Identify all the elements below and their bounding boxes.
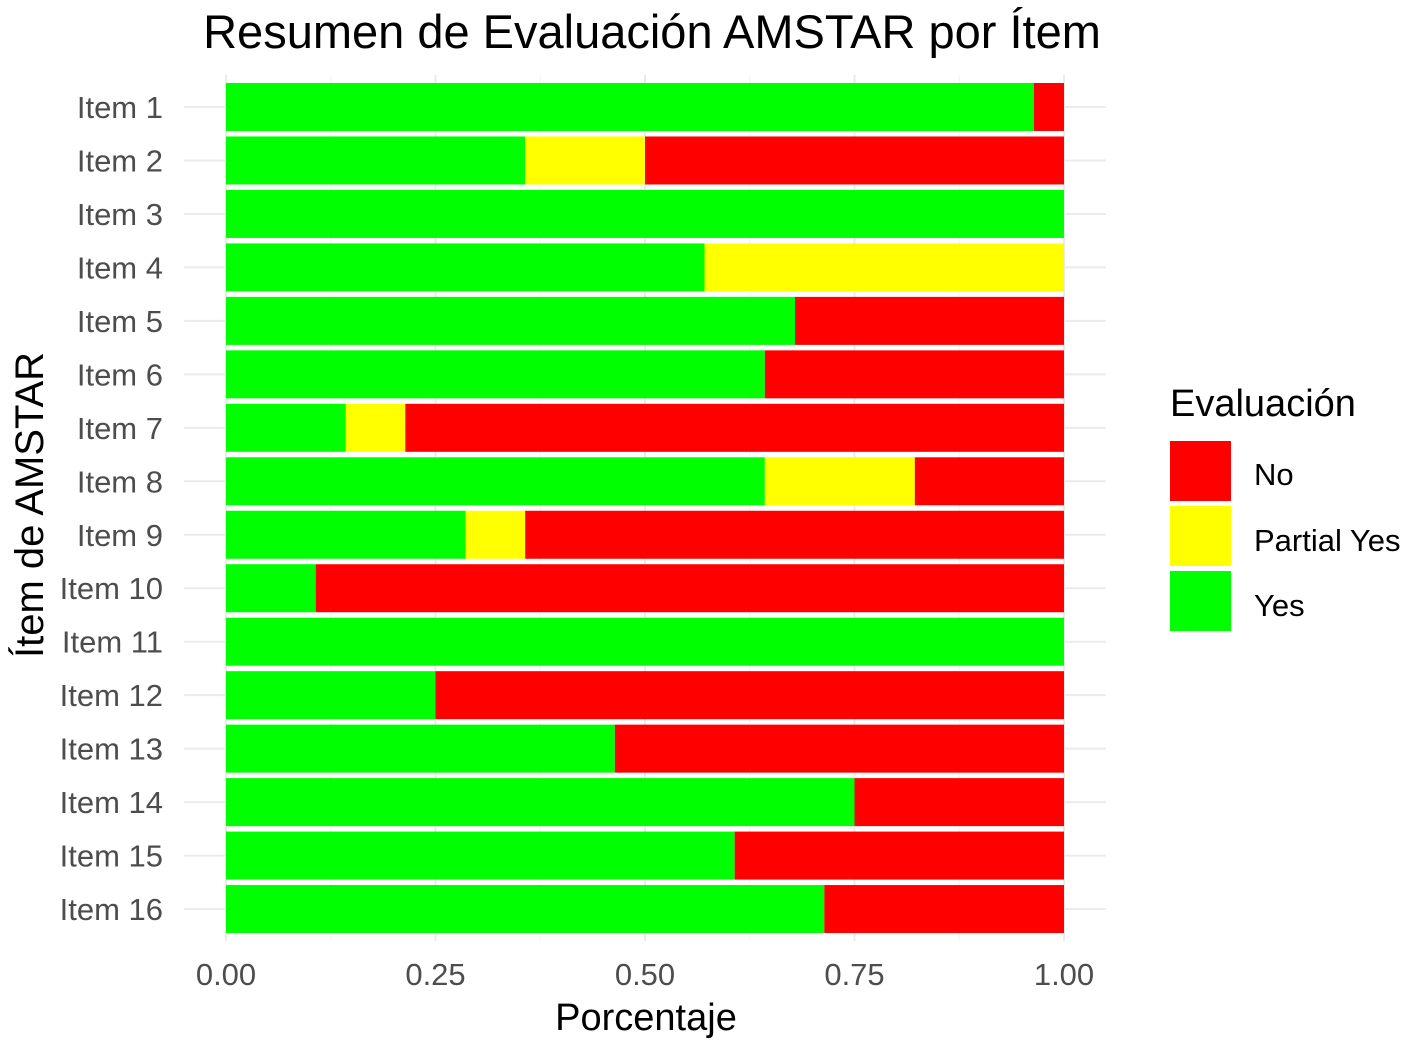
y-tick-label: Item 11 [62,625,163,660]
bar-segment-yes-item-2 [226,136,526,185]
y-tick-label: Item 8 [77,464,163,499]
legend-key-no [1170,441,1231,501]
x-tick-label: 0.00 [196,957,256,992]
legend-title: Evaluación [1170,383,1356,425]
x-tick-label: 1.00 [1034,957,1094,992]
bar-segment-yes-item-16 [226,885,825,934]
bar-segment-no-item-6 [764,350,1064,399]
y-axis-title: Ítem de AMSTAR [7,352,52,658]
tick-layer: 0.00 0.25 0.50 0.75 1.00 Item 1 Item 2 Item 3 It… [60,90,1095,992]
bar-segment-partial-yes-item-8 [764,457,915,506]
bar-segment-yes-item-5 [226,296,796,345]
bar-segment-yes-item-9 [226,510,466,559]
y-tick-label: Item 13 [60,732,163,767]
bar-segment-no-item-16 [824,885,1064,934]
y-tick-label: Item 15 [60,839,163,874]
bar-segment-yes-item-12 [226,671,436,720]
bar-segment-partial-yes-item-7 [345,403,406,452]
chart-title: Resumen de Evaluación AMSTAR por Ítem [203,5,1101,58]
bar-segment-yes-item-10 [226,564,316,613]
bar-segment-no-item-9 [525,510,1064,559]
y-tick-label: Item 12 [60,678,163,713]
legend-label-partial-yes: Partial Yes [1254,523,1401,558]
bar-segment-yes-item-1 [226,83,1034,131]
bar-segment-no-item-5 [795,296,1064,345]
y-tick-label: Item 9 [77,518,163,553]
bar-segment-yes-item-6 [226,350,765,399]
y-tick-label: Item 14 [60,785,163,820]
bar-segment-yes-item-11 [226,617,1064,666]
legend-key-yes [1170,571,1231,631]
y-tick-label: Item 16 [60,892,163,927]
y-tick-label: Item 2 [77,143,163,178]
x-tick-label: 0.75 [824,957,884,992]
bar-segment-yes-item-7 [226,403,346,452]
x-axis-title: Porcentaje [555,997,737,1039]
legend-label-yes: Yes [1254,588,1305,623]
bar-segment-partial-yes-item-9 [465,510,526,559]
bar-segment-no-item-15 [734,831,1064,880]
bar-segment-no-item-14 [854,778,1064,827]
bar-segment-yes-item-15 [226,831,735,880]
bar-segment-yes-item-13 [226,724,615,773]
bar-segment-no-item-7 [405,403,1064,452]
y-tick-label: Item 3 [77,197,163,232]
y-tick-label: Item 7 [77,411,163,446]
bar-segment-partial-yes-item-2 [525,136,645,185]
legend-label-no: No [1254,457,1294,492]
bar-segment-no-item-12 [435,671,1064,720]
bar-segment-yes-item-3 [226,189,1064,238]
bar-segment-partial-yes-item-4 [704,243,1064,292]
bar-segment-yes-item-4 [226,243,705,292]
y-tick-label: Item 1 [77,90,163,125]
legend: Evaluación No Partial Yes Yes [1170,383,1401,631]
bar-layer [226,83,1064,934]
bar-segment-yes-item-14 [226,778,855,827]
bar-segment-no-item-1 [1033,83,1064,131]
bar-segment-no-item-8 [914,457,1064,506]
x-tick-label: 0.25 [405,957,465,992]
legend-key-partial-yes [1170,506,1231,566]
y-tick-label: Item 4 [77,250,163,285]
bar-segment-no-item-2 [645,136,1064,185]
y-tick-label: Item 5 [77,304,163,339]
bar-segment-no-item-10 [315,564,1064,613]
y-tick-label: Item 10 [60,571,163,606]
y-tick-label: Item 6 [77,357,163,392]
bar-segment-no-item-13 [614,724,1064,773]
x-tick-label: 0.50 [615,957,675,992]
bar-segment-yes-item-8 [226,457,765,506]
